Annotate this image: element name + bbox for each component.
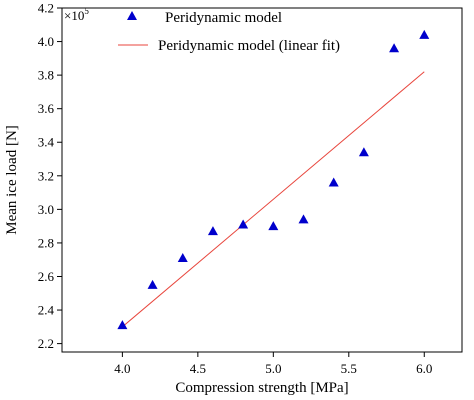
y-tick-label: 2.8 xyxy=(38,235,54,250)
y-tick-label: 2.4 xyxy=(38,303,55,318)
x-axis-title: Compression strength [MPa] xyxy=(175,380,348,396)
data-point xyxy=(419,29,430,39)
y-tick-label: 3.8 xyxy=(38,68,54,83)
legend-label: Peridynamic model (linear fit) xyxy=(158,38,340,54)
y-tick-label: 4.2 xyxy=(38,1,54,16)
y-multiplier-base: ×10 xyxy=(64,8,84,23)
y-tick-label: 4.0 xyxy=(38,34,54,49)
x-tick-label: 5.0 xyxy=(265,361,281,376)
legend: Peridynamic model Peridynamic model (lin… xyxy=(118,10,340,54)
data-point xyxy=(238,219,249,229)
x-tick-label: 4.5 xyxy=(190,361,206,376)
y-tick-label: 2.6 xyxy=(38,269,55,284)
data-point xyxy=(147,279,158,289)
x-axis: 4.0 4.5 5.0 5.5 6.0 xyxy=(114,352,432,376)
data-point xyxy=(117,320,128,330)
x-tick-label: 6.0 xyxy=(416,361,432,376)
y-axis-title: Mean ice load [N] xyxy=(4,125,20,235)
data-point xyxy=(298,214,309,224)
y-tick-label: 3.2 xyxy=(38,168,54,183)
plot-frame xyxy=(61,7,463,353)
legend-label: Peridynamic model xyxy=(165,10,282,26)
y-tick-label: 3.6 xyxy=(38,101,55,116)
data-point xyxy=(358,147,369,157)
data-point xyxy=(207,226,218,236)
y-axis: 2.2 2.4 2.6 2.8 3.0 3.2 3.4 3.6 3.8 4.0 4.2 xyxy=(38,1,62,351)
data-point xyxy=(328,177,339,187)
plot-border xyxy=(61,7,463,353)
data-point xyxy=(268,221,279,231)
linear-fit-line xyxy=(122,71,425,328)
x-tick-label: 4.0 xyxy=(114,361,130,376)
y-tick-label: 2.2 xyxy=(38,336,54,351)
y-multiplier-exponent: 5 xyxy=(84,6,89,16)
data-point xyxy=(177,253,188,263)
x-tick-label: 5.5 xyxy=(341,361,357,376)
y-tick-label: 3.4 xyxy=(38,135,55,150)
series-layer xyxy=(117,29,430,330)
data-point xyxy=(389,43,400,53)
y-axis-multiplier: ×105 xyxy=(64,6,89,23)
legend-marker-triangle xyxy=(127,11,137,20)
y-tick-label: 3.0 xyxy=(38,202,54,217)
